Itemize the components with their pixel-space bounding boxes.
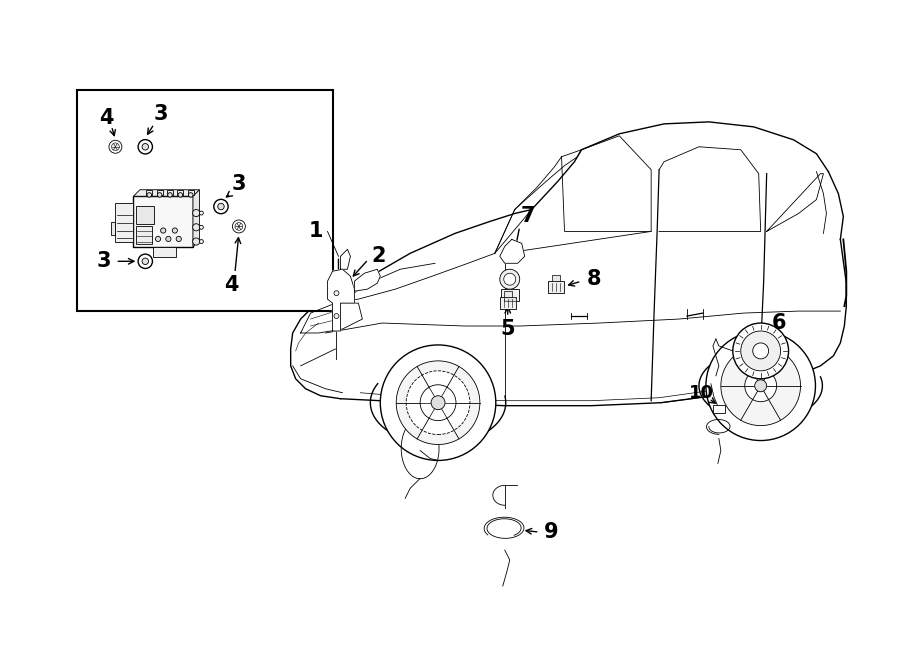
Polygon shape	[193, 190, 200, 247]
Circle shape	[214, 200, 228, 214]
Bar	[167, 190, 173, 195]
Text: 3: 3	[154, 104, 168, 124]
Circle shape	[420, 385, 456, 420]
Circle shape	[334, 291, 339, 295]
Text: 9: 9	[544, 522, 559, 542]
Bar	[177, 190, 184, 195]
Circle shape	[232, 220, 246, 233]
Circle shape	[235, 223, 243, 230]
Circle shape	[504, 273, 516, 285]
Circle shape	[706, 331, 815, 440]
Polygon shape	[340, 249, 350, 269]
Text: 8: 8	[587, 269, 601, 290]
Circle shape	[160, 228, 166, 233]
Polygon shape	[328, 269, 355, 331]
Bar	[188, 190, 194, 195]
Circle shape	[500, 269, 519, 289]
Circle shape	[721, 346, 800, 426]
Bar	[153, 247, 176, 257]
Circle shape	[166, 237, 171, 241]
Text: 4: 4	[99, 108, 113, 128]
Circle shape	[142, 258, 148, 264]
Circle shape	[406, 371, 470, 434]
Bar	[115, 203, 133, 241]
Circle shape	[431, 396, 445, 410]
Bar	[133, 196, 193, 247]
Circle shape	[178, 192, 183, 197]
Circle shape	[142, 143, 148, 150]
Polygon shape	[133, 190, 200, 196]
Circle shape	[193, 238, 200, 245]
Bar	[547, 281, 563, 293]
Circle shape	[741, 331, 780, 371]
Circle shape	[167, 192, 172, 197]
Bar	[500, 289, 518, 301]
Circle shape	[334, 313, 339, 319]
Circle shape	[138, 254, 152, 268]
Circle shape	[112, 143, 120, 151]
Circle shape	[745, 370, 777, 402]
Text: 10: 10	[688, 384, 714, 402]
Circle shape	[188, 192, 193, 197]
Circle shape	[172, 228, 177, 233]
Bar	[504, 291, 512, 297]
Text: 2: 2	[371, 247, 385, 266]
Text: 7: 7	[520, 206, 535, 227]
Polygon shape	[355, 269, 381, 291]
Circle shape	[752, 343, 769, 359]
Bar	[112, 222, 115, 235]
Bar	[504, 297, 516, 301]
Circle shape	[381, 345, 496, 461]
Bar	[713, 405, 725, 412]
Text: 3: 3	[231, 174, 246, 194]
Circle shape	[733, 323, 788, 379]
Circle shape	[158, 192, 162, 197]
Polygon shape	[500, 239, 525, 263]
Circle shape	[109, 140, 122, 153]
Text: 4: 4	[224, 275, 238, 295]
Circle shape	[193, 223, 200, 231]
Bar	[157, 190, 163, 195]
Bar	[500, 297, 516, 309]
Bar	[147, 190, 152, 195]
Bar	[552, 275, 560, 281]
Circle shape	[200, 225, 203, 229]
Bar	[76, 90, 334, 311]
Text: 6: 6	[771, 313, 786, 333]
Text: 3: 3	[96, 251, 111, 271]
Text: 1: 1	[309, 221, 323, 241]
Text: 5: 5	[500, 319, 515, 339]
Circle shape	[396, 361, 480, 444]
Bar	[136, 226, 152, 244]
Circle shape	[176, 237, 181, 241]
Circle shape	[218, 204, 224, 210]
Bar	[136, 206, 154, 224]
Circle shape	[147, 192, 151, 197]
Circle shape	[193, 210, 200, 217]
Circle shape	[138, 139, 152, 154]
Circle shape	[755, 380, 767, 392]
Circle shape	[200, 239, 203, 243]
Circle shape	[156, 237, 160, 241]
Circle shape	[200, 211, 203, 215]
